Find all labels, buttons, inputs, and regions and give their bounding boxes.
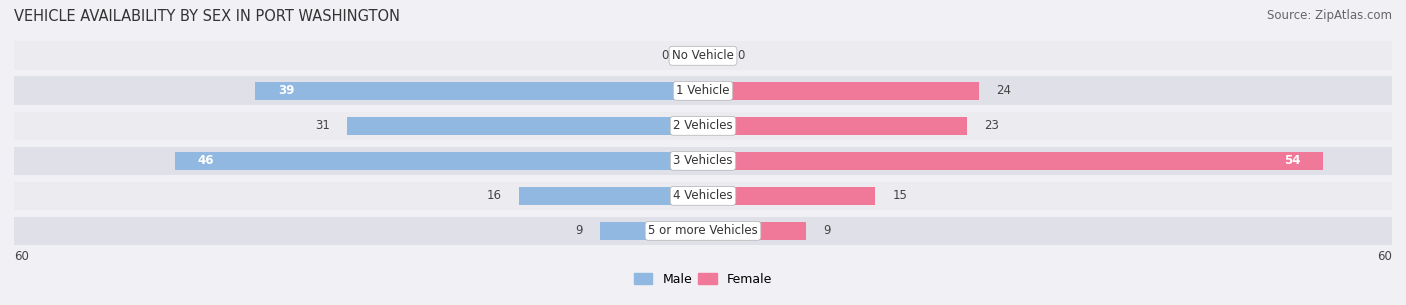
- Text: 31: 31: [315, 119, 330, 132]
- Text: 1 Vehicle: 1 Vehicle: [676, 84, 730, 97]
- Text: 0: 0: [661, 49, 669, 62]
- Text: 46: 46: [198, 154, 214, 167]
- Bar: [703, 117, 967, 135]
- Bar: [703, 47, 725, 65]
- Bar: [14, 77, 1392, 105]
- Text: 9: 9: [824, 224, 831, 237]
- Bar: [347, 117, 703, 135]
- Bar: [14, 112, 1392, 140]
- Bar: [256, 82, 703, 100]
- Text: 39: 39: [278, 84, 294, 97]
- Legend: Male, Female: Male, Female: [628, 268, 778, 291]
- Bar: [681, 47, 703, 65]
- Text: VEHICLE AVAILABILITY BY SEX IN PORT WASHINGTON: VEHICLE AVAILABILITY BY SEX IN PORT WASH…: [14, 9, 401, 24]
- Text: 60: 60: [1376, 250, 1392, 263]
- Text: No Vehicle: No Vehicle: [672, 49, 734, 62]
- Bar: [703, 82, 979, 100]
- Text: 3 Vehicles: 3 Vehicles: [673, 154, 733, 167]
- Bar: [174, 152, 703, 170]
- Bar: [703, 152, 1323, 170]
- Bar: [519, 187, 703, 205]
- Text: Source: ZipAtlas.com: Source: ZipAtlas.com: [1267, 9, 1392, 22]
- Bar: [14, 41, 1392, 70]
- Text: 23: 23: [984, 119, 1000, 132]
- Text: 16: 16: [486, 189, 502, 202]
- Bar: [14, 146, 1392, 175]
- Text: 54: 54: [1284, 154, 1301, 167]
- Bar: [703, 222, 807, 240]
- Text: 2 Vehicles: 2 Vehicles: [673, 119, 733, 132]
- Text: 4 Vehicles: 4 Vehicles: [673, 189, 733, 202]
- Text: 24: 24: [995, 84, 1011, 97]
- Text: 9: 9: [575, 224, 582, 237]
- Text: 0: 0: [738, 49, 745, 62]
- Bar: [703, 187, 875, 205]
- Bar: [14, 181, 1392, 210]
- Bar: [599, 222, 703, 240]
- Bar: [14, 217, 1392, 245]
- Text: 5 or more Vehicles: 5 or more Vehicles: [648, 224, 758, 237]
- Text: 15: 15: [893, 189, 907, 202]
- Text: 60: 60: [14, 250, 30, 263]
